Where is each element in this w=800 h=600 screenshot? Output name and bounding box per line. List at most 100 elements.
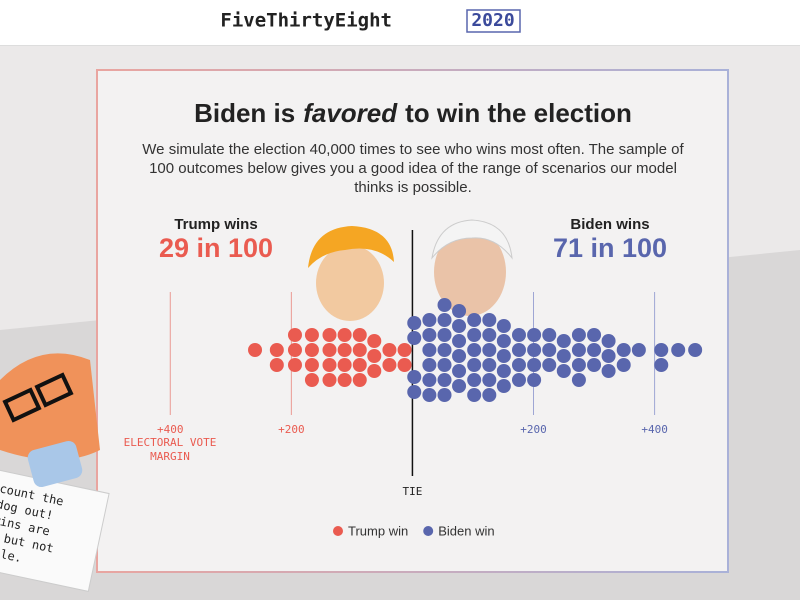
- outcome-dot: [452, 304, 467, 318]
- chart-title: Biden is favored to win the election: [194, 98, 632, 128]
- outcome-dot: [452, 379, 467, 393]
- right-count: 71 in 100: [553, 233, 667, 263]
- legend-swatch: [333, 526, 343, 536]
- outcome-dot: [587, 358, 602, 372]
- outcome-dot: [467, 343, 482, 357]
- legend-label: Biden win: [438, 523, 494, 538]
- outcome-dot: [304, 343, 319, 357]
- outcome-dot: [556, 364, 571, 378]
- outcome-dot: [527, 328, 542, 342]
- outcome-dot: [556, 334, 571, 348]
- outcome-dot: [671, 343, 686, 357]
- x-tick-label: +400: [157, 423, 184, 436]
- outcome-dot: [437, 358, 452, 372]
- outcome-dot: [496, 364, 511, 378]
- outcome-dot: [482, 313, 497, 327]
- outcome-dot: [248, 343, 263, 357]
- trump-illustration: [308, 226, 394, 321]
- outcome-dot: [322, 343, 337, 357]
- legend-swatch: [423, 526, 434, 536]
- outcome-dot: [527, 343, 542, 357]
- outcome-dot: [556, 349, 571, 363]
- outcome-dot: [407, 331, 422, 345]
- outcome-dot: [452, 334, 467, 348]
- outcome-dot: [496, 319, 511, 333]
- outcome-dot: [601, 364, 616, 378]
- outcome-dot: [337, 358, 352, 372]
- outcome-dot: [382, 343, 397, 357]
- outcome-dot: [571, 343, 586, 357]
- legend-label: Trump win: [348, 523, 408, 538]
- outcome-dot: [654, 343, 669, 357]
- right-heading: Biden wins: [570, 216, 649, 233]
- brand[interactable]: FiveThirtyEight: [220, 10, 392, 32]
- outcome-dot: [631, 343, 646, 357]
- outcome-dot: [437, 373, 452, 387]
- outcome-dot: [496, 349, 511, 363]
- outcome-dot: [337, 328, 352, 342]
- mascot: [0, 353, 100, 488]
- outcome-dot: [337, 343, 352, 357]
- outcome-dot: [496, 334, 511, 348]
- left-count: 29 in 100: [159, 233, 273, 263]
- outcome-dot: [352, 328, 367, 342]
- outcome-dot: [422, 313, 437, 327]
- note-text: ible.: [0, 544, 23, 565]
- outcome-dot: [542, 328, 557, 342]
- outcome-dot: [496, 379, 511, 393]
- outcome-dot: [407, 316, 422, 330]
- outcome-dot: [304, 373, 319, 387]
- outcome-dot: [482, 373, 497, 387]
- outcome-dot: [422, 373, 437, 387]
- x-tick-label: +200: [520, 423, 547, 436]
- title-emphasis: favored: [303, 98, 398, 128]
- outcome-dot: [407, 385, 422, 399]
- outcome-dot: [382, 358, 397, 372]
- outcome-dot: [452, 364, 467, 378]
- outcome-dot: [397, 358, 412, 372]
- outcome-dot: [688, 343, 703, 357]
- outcome-dot: [437, 388, 452, 402]
- x-axis-label: MARGIN: [150, 450, 190, 463]
- outcome-dot: [367, 349, 382, 363]
- outcome-dot: [587, 343, 602, 357]
- title-lead: Biden is: [194, 98, 295, 128]
- outcome-dot: [601, 349, 616, 363]
- outcome-dot: [322, 358, 337, 372]
- outcome-dot: [616, 343, 631, 357]
- outcome-dot: [467, 328, 482, 342]
- title-rest: to win the election: [405, 98, 632, 128]
- outcome-dot: [269, 343, 284, 357]
- outcome-dot: [304, 358, 319, 372]
- outcome-dot: [467, 373, 482, 387]
- outcome-dot: [352, 358, 367, 372]
- outcome-dot: [467, 388, 482, 402]
- outcome-dot: [511, 373, 526, 387]
- outcome-dot: [571, 328, 586, 342]
- year-box: [466, 9, 521, 33]
- outcome-dot: [367, 334, 382, 348]
- outcome-dot: [437, 298, 452, 312]
- outcome-dot: [422, 388, 437, 402]
- left-heading: Trump wins: [174, 216, 257, 233]
- outcome-dot: [571, 373, 586, 387]
- outcome-dot: [467, 358, 482, 372]
- outcome-dot: [287, 358, 302, 372]
- outcome-dot: [337, 373, 352, 387]
- x-tick-label: TIE: [402, 485, 422, 498]
- outcome-dot: [452, 319, 467, 333]
- outcome-dot: [542, 358, 557, 372]
- outcome-dot: [482, 358, 497, 372]
- outcome-dot: [352, 373, 367, 387]
- header-bar: [0, 0, 800, 45]
- outcome-dot: [511, 358, 526, 372]
- biden-illustration: [431, 219, 513, 316]
- outcome-dot: [437, 343, 452, 357]
- outcome-dot: [452, 349, 467, 363]
- outcome-dot: [352, 343, 367, 357]
- outcome-dot: [407, 370, 422, 384]
- outcome-dot: [422, 328, 437, 342]
- outcome-dot: [322, 373, 337, 387]
